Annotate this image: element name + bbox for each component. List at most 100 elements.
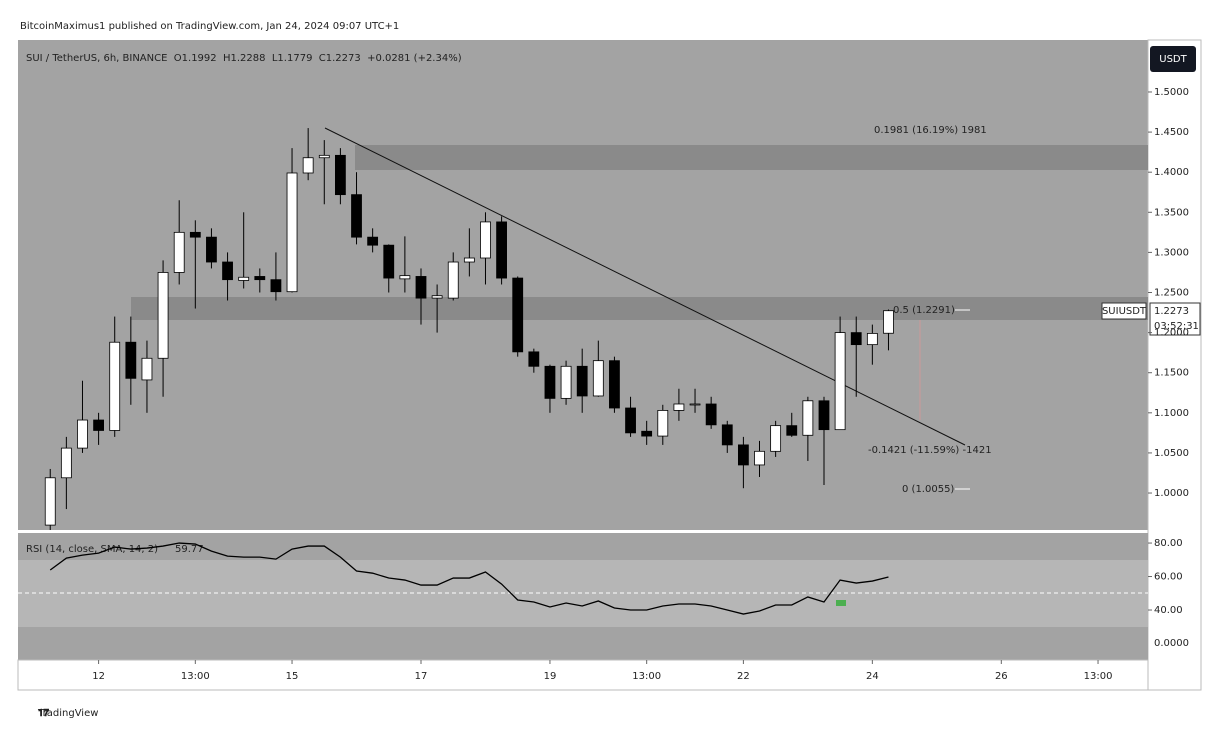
candle-body [802,400,814,436]
y-tick-label: 1.2500 [1154,287,1189,298]
y-tick-label: 1.1500 [1154,368,1189,379]
candle-body [351,194,362,238]
candle-body [206,236,217,263]
y-tick-label: 1.3000 [1154,247,1189,258]
byline: BitcoinMaximus1 published on TradingView… [20,21,399,32]
candle-body [254,276,266,281]
time-axis [17,659,1149,691]
x-tick-label: 17 [415,671,428,682]
y-tick-label: 80.00 [1154,538,1183,549]
x-tick-label: 24 [866,671,879,682]
support-zone [131,297,1148,320]
candle-body [189,231,201,238]
x-tick-label: 15 [286,671,299,682]
candle-body [270,279,282,293]
candle-body [625,407,636,434]
price-tag-label: 1.2273 [1154,306,1189,317]
fib-label: 0 (1.0055) [902,484,954,495]
candle-body [512,277,524,353]
candle-body [705,403,717,426]
candle-body [641,430,653,437]
signal-marker [836,600,846,606]
candle-body [560,365,572,399]
candle-body [609,360,620,409]
currency-label[interactable]: USDT [1159,54,1187,65]
candle-body [770,425,782,452]
candle-body [399,275,411,280]
y-tick-label: 1.4000 [1154,167,1189,178]
y-tick-label: 1.5000 [1154,87,1189,98]
footer-brand: TradingView [37,708,98,719]
candle-body [818,400,830,431]
price-axis [1147,39,1202,691]
candle-body [109,341,121,431]
candle-body [60,447,72,479]
candle-body [383,244,395,279]
countdown: 03:52:31 [1154,321,1199,332]
rsi-legend: RSI (14, close, SMA, 14, 2) [26,544,158,555]
x-tick-label: 13:00 [181,671,210,682]
x-tick-label: 26 [995,671,1008,682]
candle-body [93,419,104,431]
y-tick-label: 1.4500 [1154,127,1189,138]
price-pane [18,40,1148,530]
candle-body [576,365,588,397]
candle-body [657,410,669,437]
candle-body [866,333,878,346]
candle-body [367,236,379,246]
symbol-tag-label: SUIUSDT [1102,306,1147,317]
fib-label: 0.1981 (16.19%) 1981 [874,125,987,136]
candle-body [334,154,346,196]
trendline [324,127,966,446]
fib-label: -0.1421 (-11.59%) -1421 [868,445,992,456]
candle-body [544,365,556,399]
y-tick-label: 1.3500 [1154,207,1189,218]
candle-body [850,332,862,346]
candle-body [286,172,298,293]
candle-body [77,419,88,449]
y-tick-label: 1.0500 [1154,448,1189,459]
legend: SUI / TetherUS, 6h, BINANCE O1.1992 H1.2… [26,53,462,64]
x-tick-label: 13:00 [632,671,661,682]
candle-body [480,221,491,259]
rsi-axis-label: 0.0000 [1154,638,1189,649]
candle-body [318,154,330,159]
candle-body [496,221,507,279]
candle-body [415,276,427,299]
candle-body [528,351,540,367]
x-tick-label: 13:00 [1084,671,1113,682]
candle-body [883,310,894,334]
candle-body [737,444,749,466]
footer-logo: 𝟏𝟕 [38,708,50,719]
candle-body [834,332,846,431]
fib-label: 0.5 (1.2291) [893,305,955,316]
candle-body [44,477,56,526]
y-tick-label: 40.00 [1154,605,1183,616]
candle-body [592,360,604,397]
price-tag [1149,302,1201,336]
y-tick-label: 1.2000 [1154,328,1189,339]
candle-body [141,357,153,381]
candle-body [689,403,701,406]
y-tick-label: 1.1000 [1154,408,1189,419]
candle-body [222,261,233,281]
y-tick-label: 60.00 [1154,572,1183,583]
currency-button[interactable] [1150,46,1196,72]
y-tick-label: 1.0000 [1154,488,1189,499]
resistance-zone [355,145,1148,170]
rsi-line [49,542,889,615]
x-tick-label: 19 [544,671,557,682]
candle-body [463,257,475,263]
candle-body [125,341,137,379]
candle-body [157,272,169,359]
candle-body [173,231,185,273]
candle-body [786,425,798,436]
candle-body [238,276,250,281]
candle-body [447,261,459,299]
candle-body [754,450,765,466]
candle-body [673,403,685,411]
symbol-tag [1101,302,1147,320]
candle-body [302,157,314,174]
